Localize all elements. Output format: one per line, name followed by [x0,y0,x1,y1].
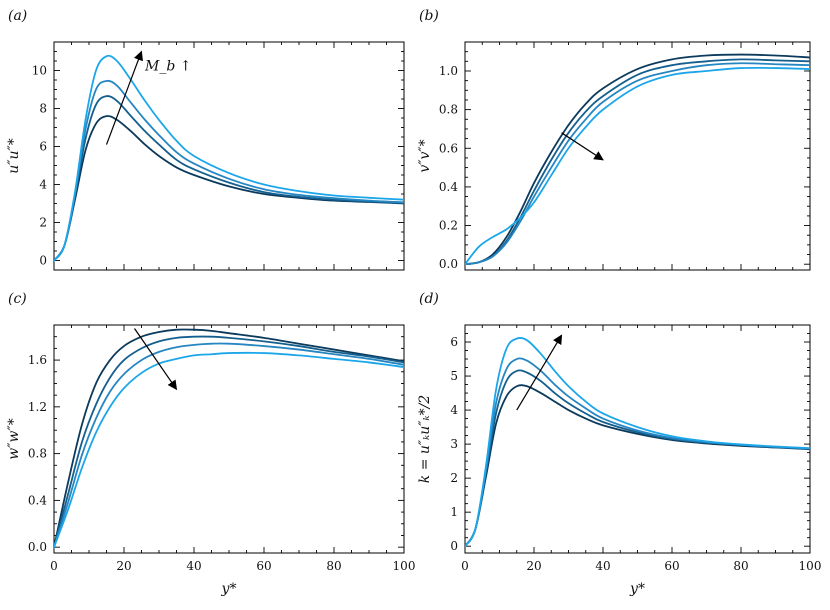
x-tick-label: 60 [256,559,271,573]
series-line-4 [54,351,404,549]
y-tick-label: 0.2 [439,219,458,233]
series-group [465,336,810,548]
plot-frame [53,41,405,271]
trend-annotation: M_b ↑ [144,59,191,75]
plot-frame [464,41,811,271]
x-axis-label: y* [629,581,645,597]
plot-frame [53,324,405,554]
series-line-3 [54,79,404,262]
series-line-2 [54,95,404,262]
y-tick-label: 1.2 [28,400,47,414]
x-tick-label: 60 [664,559,679,573]
y-tick-label: 1 [450,505,458,519]
panel-c: 0 20 40 60 80 100 0.0 0.4 0.8 1.2 1.6 (c) w″w″* y* [6,291,415,597]
y-axis-label: u″u″* [6,138,22,174]
panel-letter: (b) [419,8,439,24]
y-tick-label: 8 [39,102,47,116]
series-line-3 [465,62,810,266]
panel-letter: (a) [8,8,27,24]
y-tick-label: 0.8 [28,447,47,461]
series-group [465,53,810,266]
series-line-1 [54,115,404,262]
x-tick-label: 40 [186,559,201,573]
y-tick-label: 0.0 [439,257,458,271]
y-tick-label: 0 [450,539,458,553]
y-axis-label: w″w″* [6,418,22,459]
series-line-1 [54,328,404,549]
panel-b: 0.0 0.2 0.4 0.6 0.8 1.0 (b) v″v″* [417,8,811,271]
y-tick-label: 1.6 [28,353,47,367]
x-tick-label: 0 [50,559,58,573]
series-line-2 [465,369,810,548]
series-line-1 [465,53,810,266]
y-tick-label: 0 [39,254,47,268]
series-line-2 [54,335,404,549]
y-tick-label: 2 [39,216,47,230]
x-tick-label: 80 [326,559,341,573]
trend-arrow [561,132,604,161]
y-tick-label: 0.4 [439,180,458,194]
y-tick-label: 2 [450,471,458,485]
x-tick-label: 80 [733,559,748,573]
y-tick-label: 4 [39,178,47,192]
x-tick-label: 100 [393,559,416,573]
y-axis-label: k = u″ₖu″ₖ*/2 [417,395,433,484]
y-tick-label: 0.4 [28,493,47,507]
panel-letter: (c) [8,291,27,307]
series-line-2 [465,58,810,266]
panel-a: 0 2 4 6 8 10 (a) u″u″* M_b ↑ [6,8,405,271]
trend-arrow [134,328,178,391]
series-group [54,328,404,549]
y-tick-label: 3 [450,437,458,451]
x-tick-label: 20 [526,559,541,573]
y-axis-label: v″v″* [417,139,433,172]
y-tick-label: 0.8 [439,103,458,117]
trend-arrow [105,50,143,145]
x-axis-label: y* [221,581,237,597]
y-tick-label: 1.0 [439,64,458,78]
x-tick-label: 20 [116,559,131,573]
y-tick-label: 5 [450,369,458,383]
series-line-4 [465,66,810,266]
y-tick-label: 0.0 [28,540,47,554]
y-tick-label: 10 [32,64,47,78]
x-tick-label: 40 [595,559,610,573]
panel-d: 0 20 40 60 80 100 0 1 2 3 4 5 6 (d) k = u″ₖu″ₖ*/2 y* [417,291,821,597]
y-tick-label: 0.6 [439,141,458,155]
series-line-4 [54,54,404,262]
x-tick-label: 0 [461,559,469,573]
series-group [54,54,404,262]
y-tick-label: 6 [450,335,458,349]
panel-letter: (d) [419,291,439,307]
series-line-3 [54,342,404,549]
y-tick-label: 4 [450,403,458,417]
series-line-4 [465,336,810,548]
trend-arrow [516,334,563,411]
y-tick-label: 6 [39,140,47,154]
x-tick-label: 100 [799,559,822,573]
